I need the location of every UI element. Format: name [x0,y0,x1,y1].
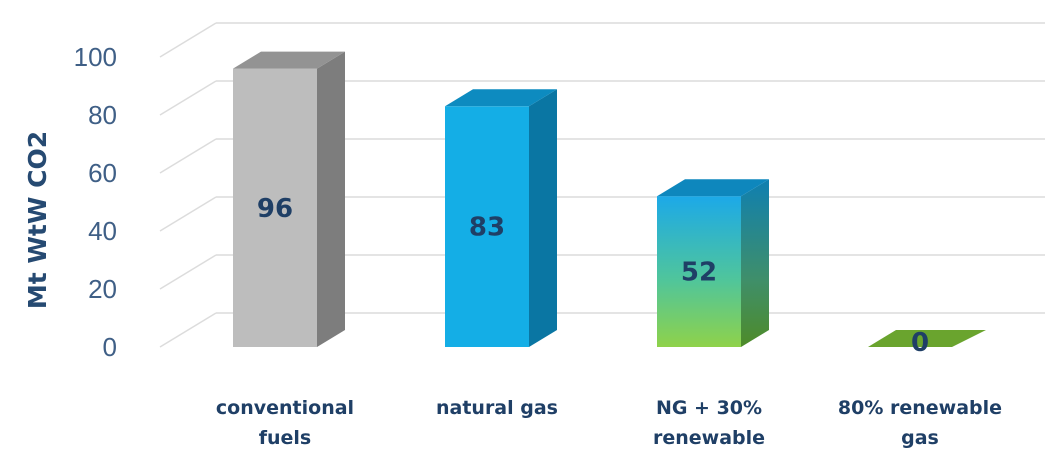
bar-zero [868,330,986,347]
category-label: gas [901,427,939,449]
bar-top [233,51,345,69]
gridlines [159,22,1045,348]
category-label: fuels [259,427,312,449]
category-label: natural gas [436,397,558,419]
category-label: NG + 30% [656,397,762,419]
y-tick-label: 100 [74,42,117,72]
category-label: conventional [216,397,354,419]
bar-side [741,179,769,347]
category-label: 80% renewable [838,397,1002,419]
y-tick-label: 60 [88,158,117,188]
y-axis-label: Mt WtW CO2 [23,131,52,309]
bar-front [657,196,741,347]
bars [233,51,986,348]
y-tick-label: 20 [88,274,117,304]
bar-top [445,89,557,107]
bar-side [317,51,345,347]
bar-front [445,106,529,347]
bar-side [529,89,557,348]
gridline-diagonal [159,254,217,290]
data-label: 0 [911,328,929,358]
gridline-diagonal [159,196,217,232]
data-label: 52 [681,258,717,288]
bar-front [233,68,317,347]
labels: 0 20 40 60 80 100 96 conventional fuels 83 natural… [74,42,1002,449]
data-label: 83 [469,213,505,243]
category-label: renewable [653,427,765,449]
data-label: 96 [257,194,293,224]
y-tick-label: 80 [88,100,117,130]
gridline-diagonal [159,312,217,348]
gridline-diagonal [159,138,217,174]
gridline-diagonal [159,22,217,58]
bar-top [657,179,769,197]
gridline-diagonal [159,80,217,116]
y-tick-label: 40 [88,216,117,246]
y-tick-label: 0 [103,332,117,362]
